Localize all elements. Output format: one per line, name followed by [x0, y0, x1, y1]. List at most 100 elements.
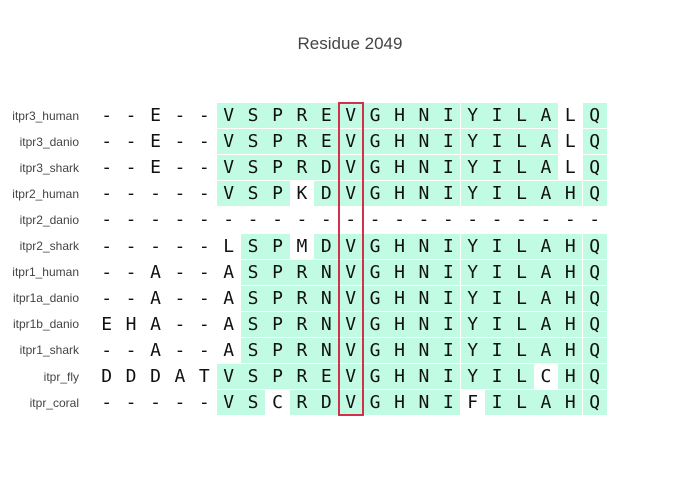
residue-cell: - [125, 261, 137, 283]
residue-cell: - [125, 287, 137, 309]
residue-cell: - [174, 209, 186, 231]
residue-cell: E [150, 105, 161, 126]
residue-cell: D [125, 366, 137, 387]
highlight-column-box [337, 102, 364, 417]
residue-cell: S [240, 364, 266, 389]
residue-cell: H [125, 313, 137, 335]
residue-cell: Q [582, 259, 607, 285]
residue-cell: I [436, 259, 461, 285]
residue-cell: - [150, 235, 161, 257]
residue-cell: Y [460, 337, 485, 363]
residue-cell: A [533, 390, 559, 416]
residue-cell: - [516, 209, 527, 231]
residue-cell: E [101, 313, 113, 335]
residue-cell: H [558, 181, 583, 207]
residue-cell: R [289, 311, 315, 337]
residue-cell: - [101, 157, 113, 179]
residue-cell: - [101, 209, 113, 231]
residue-cell: - [174, 105, 186, 126]
residue-cell: - [198, 235, 210, 257]
residue-cell: V [216, 364, 241, 389]
residue-cell: I [436, 233, 461, 259]
residue-cell: V [338, 155, 363, 181]
residue-cell: - [174, 287, 186, 309]
residue-cell: - [467, 209, 479, 231]
residue-cell: Q [582, 285, 607, 311]
residue-cell: - [101, 392, 113, 414]
residue-cell: A [150, 261, 161, 283]
residue-cell: I [436, 155, 461, 181]
residue-cell: G [362, 364, 388, 389]
residue-cell: I [484, 364, 510, 389]
residue-cell: I [436, 181, 461, 207]
residue-cell: G [362, 181, 388, 207]
residue-cell: - [101, 261, 113, 283]
residue-cell: H [387, 181, 412, 207]
residue-cell: N [411, 181, 437, 207]
residue-cell: N [411, 285, 437, 311]
residue-cell: L [509, 311, 534, 337]
residue-cell: P [265, 129, 290, 155]
residue-cell: L [564, 105, 576, 126]
residue-cell: A [174, 366, 186, 387]
residue-cell: S [240, 233, 266, 259]
residue-cell: D [314, 233, 339, 259]
residue-cell: P [265, 233, 290, 259]
residue-cell: L [509, 337, 534, 363]
residue-cell: A [223, 261, 235, 283]
residue-cell: F [467, 392, 479, 414]
residue-cell: V [216, 129, 241, 155]
residue-cell: I [436, 390, 461, 416]
residue-cell: I [484, 181, 510, 207]
residue-cell: S [240, 129, 266, 155]
residue-cell: R [289, 103, 315, 128]
residue-cell: S [240, 181, 266, 207]
residue-cell: N [411, 364, 437, 389]
residue-cell: A [223, 313, 235, 335]
residue-cell: V [338, 390, 363, 416]
residue-cell: - [174, 235, 186, 257]
residue-cell: H [387, 364, 412, 389]
residue-cell: T [198, 366, 210, 387]
residue-cell: R [289, 259, 315, 285]
residue-cell: V [216, 103, 241, 128]
residue-cell: - [491, 209, 503, 231]
residue-cell: L [509, 129, 534, 155]
residue-cell: A [150, 313, 161, 335]
residue-cell: Q [582, 103, 607, 128]
residue-cell: - [101, 183, 113, 205]
residue-cell: H [387, 155, 412, 181]
residue-cell: G [362, 129, 388, 155]
residue-cell: S [240, 103, 266, 128]
residue-cell: - [198, 313, 210, 335]
species-label: itpr2_shark [19, 239, 79, 253]
species-label: itpr1a_danio [12, 291, 79, 306]
residue-cell: I [436, 285, 461, 311]
residue-cell: Y [460, 181, 485, 207]
residue-cell: N [411, 129, 437, 155]
residue-cell: Q [582, 155, 607, 181]
residue-cell: - [125, 131, 137, 153]
residue-cell: P [265, 337, 290, 363]
residue-cell: V [338, 259, 363, 285]
residue-cell: V [338, 311, 363, 337]
residue-cell: G [362, 155, 388, 181]
species-label: itpr_fly [43, 369, 79, 384]
residue-cell: Y [460, 259, 485, 285]
residue-cell: S [240, 311, 266, 337]
residue-cell: G [362, 311, 388, 337]
residue-cell: - [247, 209, 259, 231]
residue-cell: - [101, 287, 113, 309]
residue-cell: A [533, 103, 559, 128]
residue-cell: G [362, 285, 388, 311]
residue-cell: - [198, 183, 210, 205]
residue-cell: - [101, 339, 113, 361]
species-label: itpr3_danio [19, 134, 79, 149]
residue-cell: - [369, 209, 381, 231]
residue-cell: R [289, 129, 315, 155]
residue-cell: R [289, 364, 315, 389]
residue-cell: - [174, 131, 186, 153]
species-label: itpr2_human [12, 186, 79, 201]
residue-cell: I [484, 129, 510, 155]
residue-cell: D [314, 155, 339, 181]
